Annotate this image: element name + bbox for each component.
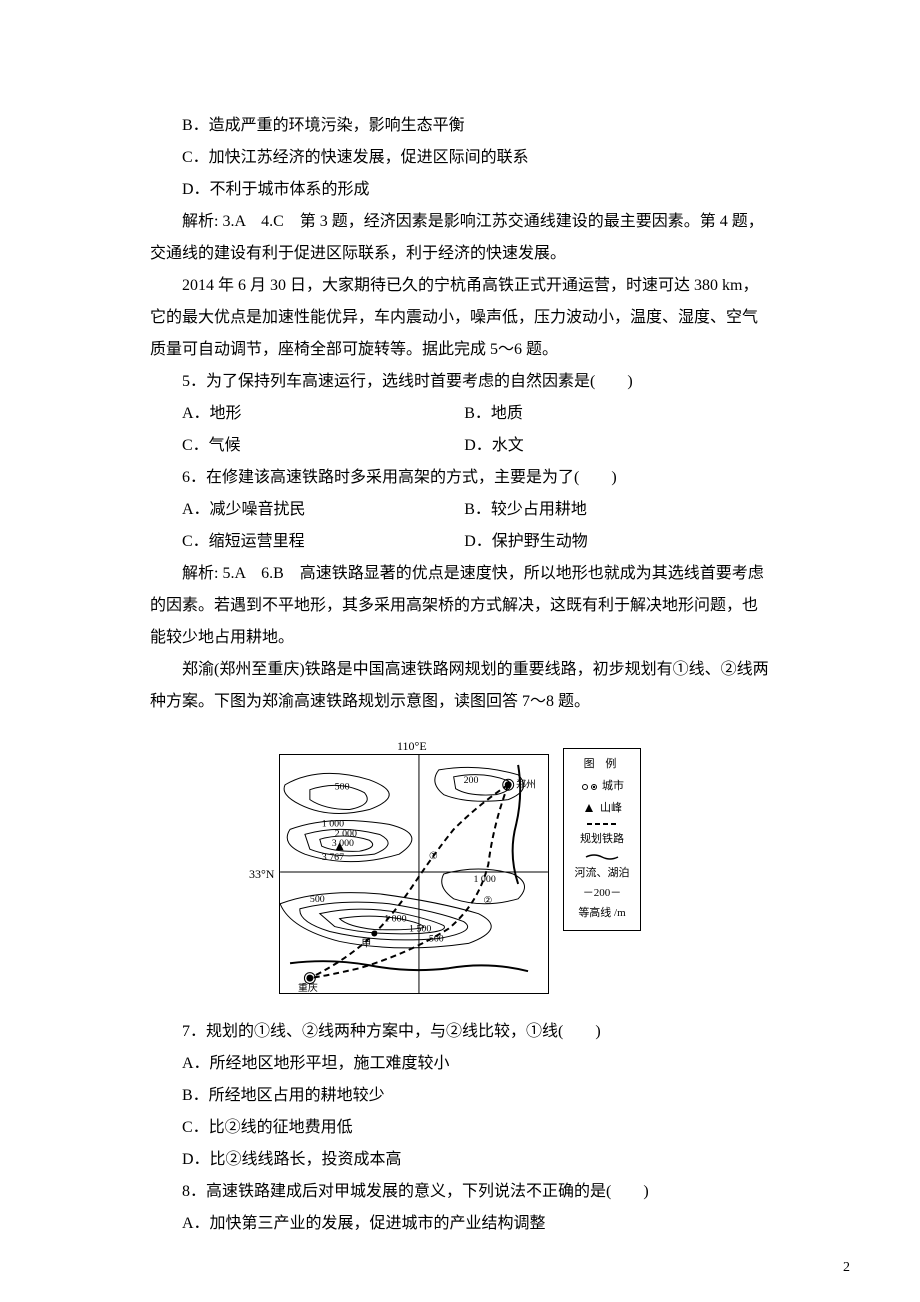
q6-row1: A．减少噪音扰民 B．较少占用耕地 [150, 494, 770, 526]
q6-row2: C．缩短运营里程 D．保护野生动物 [150, 526, 770, 558]
q6-d: D．保护野生动物 [464, 526, 770, 558]
svg-text:甲: 甲 [361, 938, 371, 949]
latitude-label: 33°N [249, 862, 274, 886]
q5-d: D．水文 [464, 430, 770, 462]
q7-stem: 7．规划的①线、②线两种方案中，与②线比较，①线( ) [150, 1016, 770, 1048]
svg-text:郑州: 郑州 [516, 778, 536, 791]
legend-title: 图 例 [568, 755, 636, 775]
q6-a: A．减少噪音扰民 [182, 494, 464, 526]
legend-contour: 等高线 /m [568, 904, 636, 924]
svg-text:②: ② [483, 896, 492, 907]
q5-row1: A．地形 B．地质 [150, 398, 770, 430]
q7-c: C．比②线的征地费用低 [150, 1112, 770, 1144]
q5-c: C．气候 [182, 430, 464, 462]
legend-rail-icon [568, 820, 636, 828]
svg-text:重庆: 重庆 [298, 981, 318, 993]
q6-b: B．较少占用耕地 [464, 494, 770, 526]
analysis-5-6: 解析: 5.A 6.B 高速铁路显著的优点是速度快，所以地形也就成为其选线首要考… [150, 558, 770, 654]
svg-text:3 000: 3 000 [332, 838, 354, 849]
legend-box: 图 例 城市 山峰 规划铁路 河流、湖泊 －200－ 等高线 / [563, 748, 641, 931]
q6-stem: 6．在修建该高速铁路时多采用高架的方式，主要是为了( ) [150, 462, 770, 494]
q5-stem: 5．为了保持列车高速运行，选线时首要考虑的自然因素是( ) [150, 366, 770, 398]
svg-text:①: ① [429, 851, 438, 862]
option-b: B．造成严重的环境污染，影响生态平衡 [150, 110, 770, 142]
option-c: C．加快江苏经济的快速发展，促进区际间的联系 [150, 142, 770, 174]
q5-row2: C．气候 D．水文 [150, 430, 770, 462]
map-figure: 110°E 33°N [279, 726, 641, 996]
svg-text:500: 500 [335, 782, 350, 793]
legend-rail: 规划铁路 [568, 830, 636, 850]
figure-container: 110°E 33°N [150, 726, 770, 1008]
map-box: 郑州 重庆 甲 3 767 200 500 1 000 1 000 2 000 [279, 754, 549, 994]
q7-a: A．所经地区地形平坦，施工难度较小 [150, 1048, 770, 1080]
svg-text:500: 500 [429, 933, 444, 944]
legend-contour-sample: －200－ [568, 884, 636, 904]
svg-text:3 767: 3 767 [322, 852, 344, 863]
page: B．造成严重的环境污染，影响生态平衡 C．加快江苏经济的快速发展，促进区际间的联… [0, 0, 920, 1302]
option-d: D．不利于城市体系的形成 [150, 174, 770, 206]
q8-stem: 8．高速铁路建成后对甲城发展的意义，下列说法不正确的是( ) [150, 1176, 770, 1208]
svg-text:1 000: 1 000 [474, 874, 496, 885]
page-number: 2 [843, 1254, 850, 1282]
legend-peak: 山峰 [568, 799, 636, 819]
q7-b: B．所经地区占用的耕地较少 [150, 1080, 770, 1112]
q7-d: D．比②线线路长，投资成本高 [150, 1144, 770, 1176]
svg-text:1 000: 1 000 [384, 914, 406, 925]
q5-b: B．地质 [464, 398, 770, 430]
q8-a: A．加快第三产业的发展，促进城市的产业结构调整 [150, 1208, 770, 1240]
q6-c: C．缩短运营里程 [182, 526, 464, 558]
legend-river-icon [568, 852, 636, 862]
svg-text:200: 200 [464, 775, 479, 786]
intro-7-8: 郑渝(郑州至重庆)铁路是中国高速铁路网规划的重要线路，初步规划有①线、②线两种方… [150, 654, 770, 718]
svg-text:500: 500 [310, 894, 325, 905]
legend-city: 城市 [568, 777, 636, 797]
intro-5-6: 2014 年 6 月 30 日，大家期待已久的宁杭甬高铁正式开通运营，时速可达 … [150, 270, 770, 366]
q5-a: A．地形 [182, 398, 464, 430]
map-svg: 郑州 重庆 甲 3 767 200 500 1 000 1 000 2 000 [280, 755, 548, 993]
analysis-3-4: 解析: 3.A 4.C 第 3 题，经济因素是影响江苏交通线建设的最主要因素。第… [150, 206, 770, 270]
legend-river: 河流、湖泊 [568, 864, 636, 884]
svg-text:1 500: 1 500 [409, 924, 431, 935]
